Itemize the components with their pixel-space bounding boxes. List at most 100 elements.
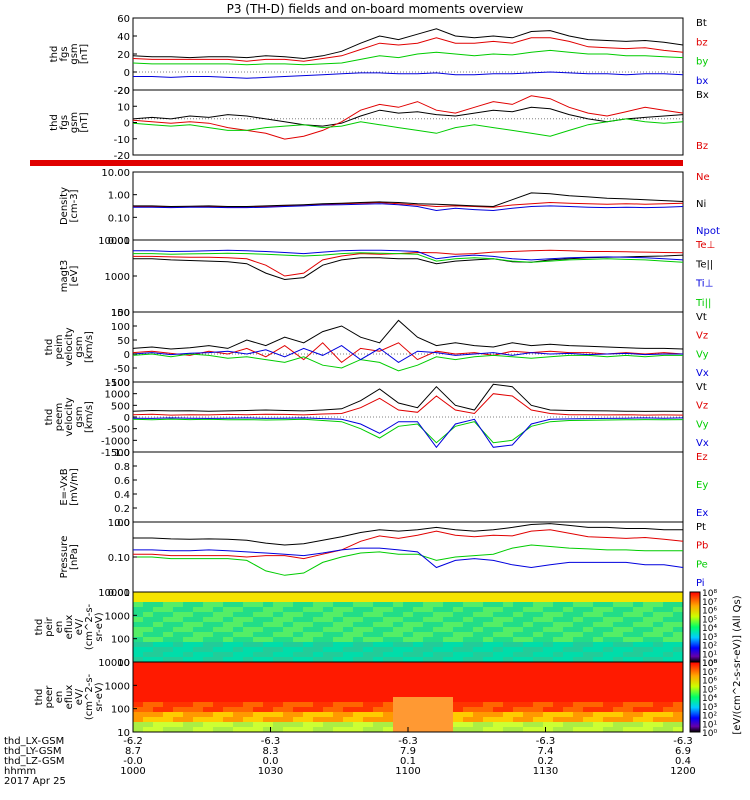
heatmap-cell	[553, 702, 564, 708]
heatmap-cell	[433, 637, 444, 643]
heatmap-cell	[543, 672, 554, 678]
heatmap-cell	[333, 652, 344, 658]
heatmap-cell	[443, 677, 454, 683]
heatmap-cell	[353, 702, 364, 708]
heatmap-cell	[423, 722, 434, 728]
x-tick-label: 6.9	[675, 746, 691, 757]
heatmap-cell	[553, 597, 564, 603]
legend-Ti||: Ti||	[695, 298, 711, 309]
heatmap-cell	[463, 677, 474, 683]
heatmap-cell	[573, 717, 584, 723]
heatmap-cell	[193, 697, 204, 703]
heatmap-cell	[603, 617, 614, 623]
y-axis-label: gsm	[69, 112, 80, 133]
heatmap-cell	[623, 637, 634, 643]
y-tick-label: 10.00	[101, 168, 130, 179]
heatmap-cell	[543, 637, 554, 643]
heatmap-cell	[443, 597, 454, 603]
heatmap-cell	[253, 637, 264, 643]
heatmap-cell	[493, 647, 504, 653]
heatmap-cell	[233, 707, 244, 713]
heatmap-cell	[543, 677, 554, 683]
heatmap-cell	[293, 702, 304, 708]
x-row-label: hhmm	[4, 766, 36, 777]
heatmap-cell	[183, 597, 194, 603]
heatmap-cell	[543, 622, 554, 628]
heatmap-cell	[243, 717, 254, 723]
heatmap-cell	[303, 647, 314, 653]
heatmap-cell	[203, 667, 214, 673]
y-axis-label: peer	[44, 685, 55, 709]
heatmap-cell	[323, 637, 334, 643]
heatmap-cell	[403, 632, 414, 638]
heatmap-cell	[223, 722, 234, 728]
heatmap-cell	[493, 672, 504, 678]
colorbar-tick: 10⁵	[702, 685, 717, 695]
colorbar-tick: 10¹	[702, 720, 717, 730]
heatmap-cell	[163, 697, 174, 703]
heatmap-cell	[343, 627, 354, 633]
heatmap-cell	[603, 632, 614, 638]
heatmap-cell	[303, 692, 314, 698]
heatmap-cell	[253, 677, 264, 683]
heatmap-cell	[423, 637, 434, 643]
heatmap-cell	[233, 667, 244, 673]
heatmap-cell	[573, 622, 584, 628]
heatmap-cell	[143, 692, 154, 698]
heatmap-cell	[563, 592, 574, 598]
heatmap-cell	[513, 692, 524, 698]
heatmap-cell	[403, 702, 414, 708]
heatmap-cell	[623, 682, 634, 688]
heatmap-cell	[663, 627, 674, 633]
heatmap-cell	[523, 712, 534, 718]
heatmap-cell	[433, 667, 444, 673]
heatmap-cell	[403, 717, 414, 723]
y-tick-label: 0.8	[114, 462, 130, 473]
heatmap-cell	[313, 682, 324, 688]
heatmap-cell	[563, 622, 574, 628]
heatmap-cell	[473, 662, 484, 668]
heatmap-cell	[563, 672, 574, 678]
y-tick-label: -1000	[101, 436, 130, 447]
legend-Te||: Te||	[695, 259, 713, 270]
heatmap-cell	[653, 722, 664, 728]
heatmap-cell	[653, 707, 664, 713]
heatmap-cell	[303, 657, 314, 663]
heatmap-cell	[143, 597, 154, 603]
heatmap-cell	[323, 662, 334, 668]
heatmap-cell	[223, 647, 234, 653]
heatmap-cell	[583, 627, 594, 633]
heatmap-cell	[383, 722, 394, 728]
heatmap-cell	[223, 637, 234, 643]
heatmap-cell	[503, 612, 514, 618]
heatmap-cell	[313, 637, 324, 643]
heatmap-cell	[373, 627, 384, 633]
heatmap-cell	[613, 657, 624, 663]
heatmap-cell	[163, 627, 174, 633]
heatmap-cell	[513, 637, 524, 643]
heatmap-cell	[543, 627, 554, 633]
heatmap-cell	[133, 647, 144, 653]
heatmap-cell	[393, 697, 404, 703]
heatmap-cell	[493, 697, 504, 703]
heatmap-cell	[153, 592, 164, 598]
heatmap-cell	[283, 692, 294, 698]
heatmap-cell	[543, 602, 554, 608]
heatmap-cell	[513, 697, 524, 703]
heatmap-cell	[423, 647, 434, 653]
heatmap-cell	[303, 687, 314, 693]
heatmap-cell	[433, 682, 444, 688]
heatmap-cell	[183, 592, 194, 598]
heatmap-cell	[573, 692, 584, 698]
heatmap-cell	[163, 722, 174, 728]
heatmap-cell	[613, 692, 624, 698]
heatmap-cell	[463, 637, 474, 643]
heatmap-cell	[463, 602, 474, 608]
heatmap-cell	[163, 652, 174, 658]
heatmap-cell	[633, 627, 644, 633]
heatmap-cell	[143, 652, 154, 658]
heatmap-cell	[473, 652, 484, 658]
heatmap-cell	[263, 722, 274, 728]
series-line-Bx	[132, 106, 684, 127]
